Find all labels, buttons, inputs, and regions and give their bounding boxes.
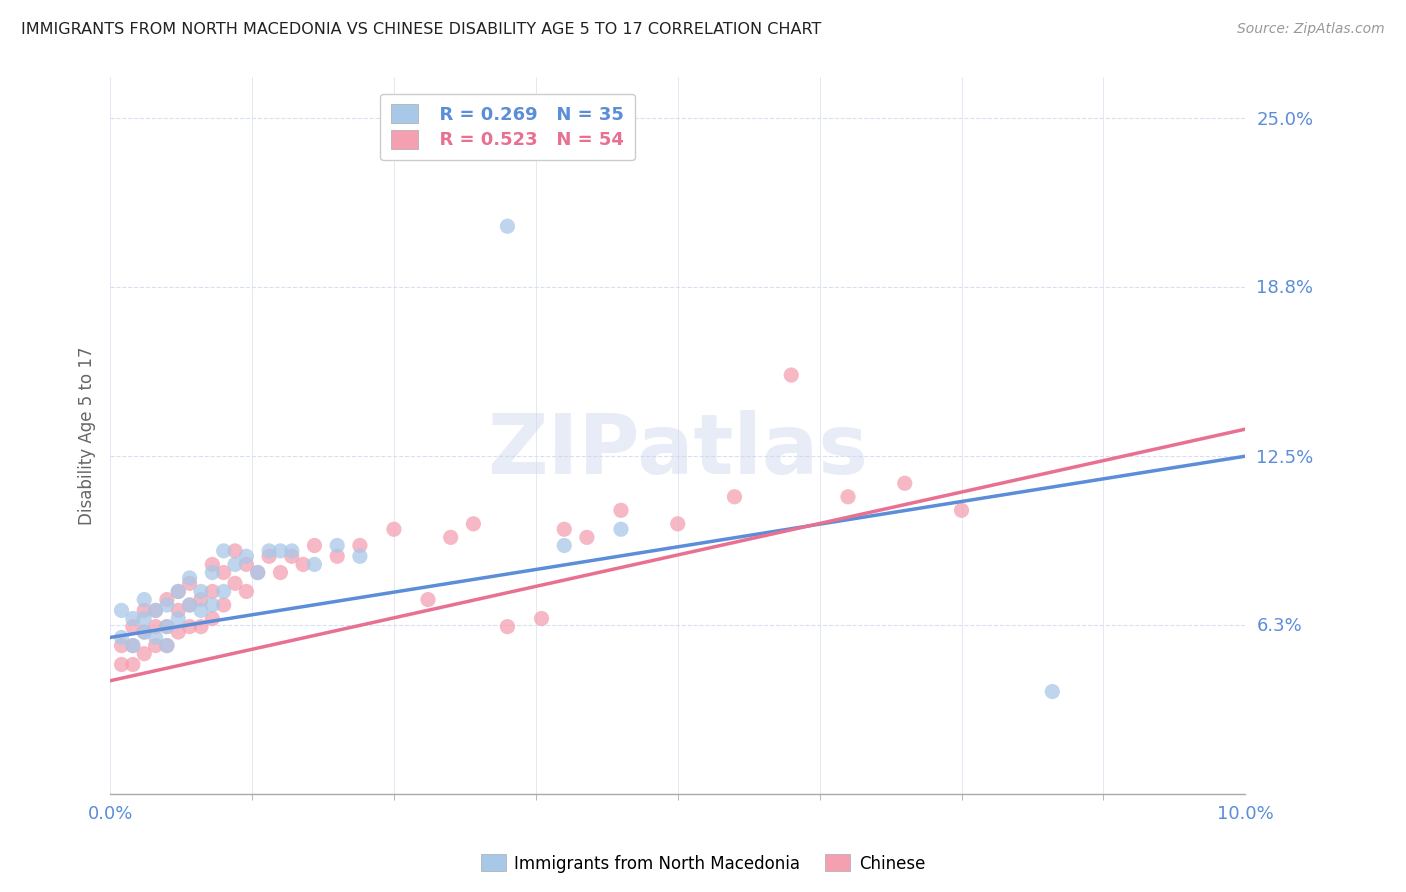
Point bbox=[224, 576, 246, 591]
Point bbox=[167, 611, 190, 625]
Point bbox=[121, 657, 143, 672]
Point bbox=[235, 549, 257, 564]
Point bbox=[246, 566, 269, 580]
Point bbox=[190, 620, 212, 634]
Point bbox=[723, 490, 745, 504]
Point bbox=[179, 620, 201, 634]
Point bbox=[281, 549, 304, 564]
Point bbox=[496, 620, 519, 634]
Point bbox=[235, 558, 257, 572]
Point bbox=[110, 631, 132, 645]
Legend:   R = 0.269   N = 35,   R = 0.523   N = 54: R = 0.269 N = 35, R = 0.523 N = 54 bbox=[380, 94, 634, 161]
Text: Source: ZipAtlas.com: Source: ZipAtlas.com bbox=[1237, 22, 1385, 37]
Point bbox=[179, 598, 201, 612]
Point bbox=[553, 522, 575, 536]
Point bbox=[156, 592, 179, 607]
Point bbox=[121, 620, 143, 634]
Point bbox=[156, 620, 179, 634]
Point bbox=[156, 598, 179, 612]
Point bbox=[110, 603, 132, 617]
Point bbox=[190, 584, 212, 599]
Point bbox=[950, 503, 973, 517]
Text: ZIPatlas: ZIPatlas bbox=[488, 409, 869, 491]
Point bbox=[145, 639, 167, 653]
Point bbox=[837, 490, 859, 504]
Point bbox=[440, 530, 463, 544]
Point bbox=[257, 544, 280, 558]
Point bbox=[167, 584, 190, 599]
Point bbox=[167, 584, 190, 599]
Point bbox=[610, 503, 633, 517]
Point bbox=[134, 592, 156, 607]
Point bbox=[269, 544, 291, 558]
Point bbox=[110, 657, 132, 672]
Point bbox=[304, 539, 326, 553]
Point bbox=[463, 516, 485, 531]
Point bbox=[235, 584, 257, 599]
Point bbox=[190, 592, 212, 607]
Point bbox=[134, 625, 156, 640]
Point bbox=[167, 625, 190, 640]
Point bbox=[134, 647, 156, 661]
Point bbox=[224, 558, 246, 572]
Point bbox=[349, 539, 371, 553]
Point bbox=[134, 611, 156, 625]
Point bbox=[156, 639, 179, 653]
Point bbox=[179, 576, 201, 591]
Point bbox=[201, 584, 224, 599]
Point bbox=[134, 603, 156, 617]
Y-axis label: Disability Age 5 to 17: Disability Age 5 to 17 bbox=[79, 347, 96, 525]
Point bbox=[145, 620, 167, 634]
Point bbox=[110, 639, 132, 653]
Text: IMMIGRANTS FROM NORTH MACEDONIA VS CHINESE DISABILITY AGE 5 TO 17 CORRELATION CH: IMMIGRANTS FROM NORTH MACEDONIA VS CHINE… bbox=[21, 22, 821, 37]
Point bbox=[145, 631, 167, 645]
Point bbox=[610, 522, 633, 536]
Point bbox=[121, 639, 143, 653]
Point bbox=[134, 625, 156, 640]
Point bbox=[257, 549, 280, 564]
Point bbox=[575, 530, 598, 544]
Point bbox=[326, 549, 349, 564]
Point bbox=[416, 592, 439, 607]
Point bbox=[167, 603, 190, 617]
Legend: Immigrants from North Macedonia, Chinese: Immigrants from North Macedonia, Chinese bbox=[474, 847, 932, 880]
Point bbox=[224, 544, 246, 558]
Point bbox=[780, 368, 803, 382]
Point bbox=[190, 603, 212, 617]
Point bbox=[1040, 684, 1063, 698]
Point bbox=[201, 611, 224, 625]
Point bbox=[201, 598, 224, 612]
Point bbox=[121, 611, 143, 625]
Point bbox=[326, 539, 349, 553]
Point bbox=[212, 598, 235, 612]
Point bbox=[666, 516, 689, 531]
Point bbox=[349, 549, 371, 564]
Point bbox=[212, 544, 235, 558]
Point bbox=[530, 611, 553, 625]
Point bbox=[553, 539, 575, 553]
Point bbox=[156, 620, 179, 634]
Point bbox=[292, 558, 315, 572]
Point bbox=[201, 558, 224, 572]
Point bbox=[269, 566, 291, 580]
Point bbox=[121, 639, 143, 653]
Point bbox=[212, 584, 235, 599]
Point bbox=[212, 566, 235, 580]
Point bbox=[894, 476, 917, 491]
Point bbox=[246, 566, 269, 580]
Point bbox=[382, 522, 405, 536]
Point bbox=[145, 603, 167, 617]
Point bbox=[179, 571, 201, 585]
Point bbox=[304, 558, 326, 572]
Point bbox=[179, 598, 201, 612]
Point bbox=[281, 544, 304, 558]
Point bbox=[145, 603, 167, 617]
Point bbox=[156, 639, 179, 653]
Point bbox=[496, 219, 519, 234]
Point bbox=[201, 566, 224, 580]
